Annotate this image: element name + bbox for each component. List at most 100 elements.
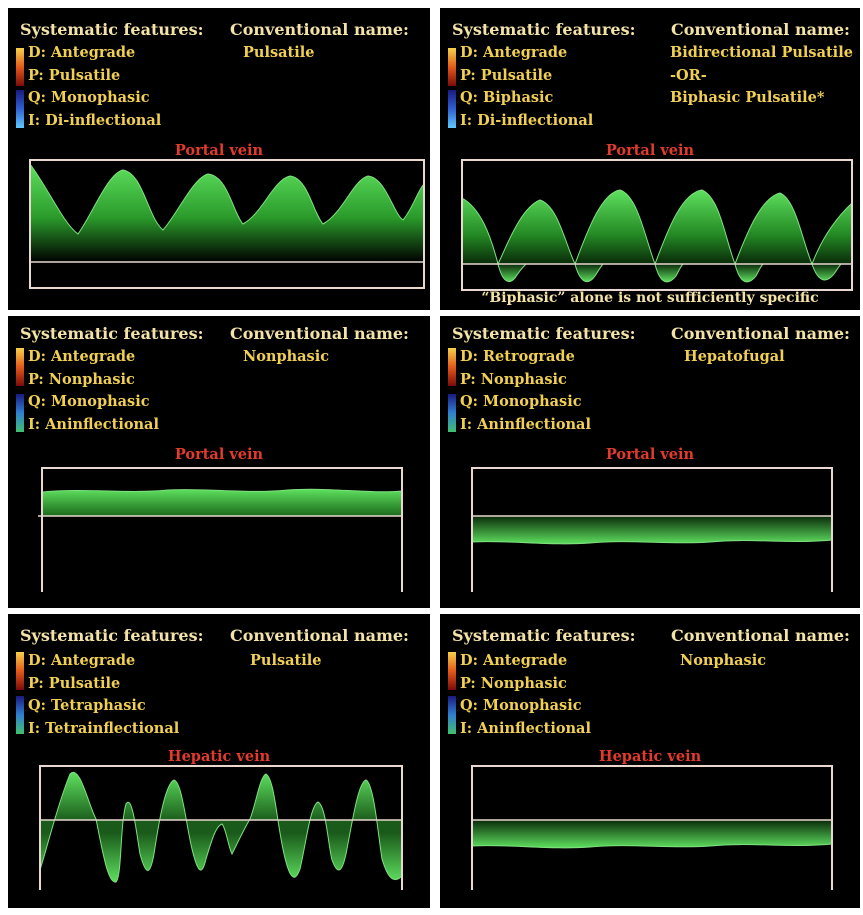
feature-phasicity: Q: Monophasic	[460, 393, 582, 410]
panel-portal-pulsatile: Systematic features: Conventional name: …	[8, 8, 430, 310]
conventional-name: Pulsatile	[250, 650, 321, 673]
systematic-features-heading: Systematic features:	[20, 324, 204, 343]
features-list: D: Antegrade P: Pulsatile Q: Tetraphasic…	[28, 650, 179, 740]
waveform-trace	[39, 771, 403, 883]
features-list: D: Antegrade P: Pulsatile Q: Monophasic …	[28, 42, 161, 132]
waveform-trace	[41, 488, 403, 517]
waveform-retrograde	[497, 263, 843, 283]
vessel-title: Portal vein	[174, 446, 264, 463]
waveform-plot	[38, 467, 403, 592]
waveform-plot	[471, 765, 833, 890]
feature-phasicity: Q: Monophasic	[28, 393, 150, 410]
feature-pulsatility: P: Pulsatile	[28, 674, 121, 692]
vessel-title: Portal vein	[605, 142, 695, 159]
waveform-trace	[461, 189, 853, 266]
conventional-name-heading: Conventional name:	[671, 324, 850, 343]
feature-direction: D: Antegrade	[28, 652, 136, 669]
systematic-features-heading: Systematic features:	[452, 20, 636, 39]
feature-inflection: I: Aninflectional	[460, 719, 591, 737]
conventional-name-heading: Conventional name:	[230, 20, 409, 39]
systematic-features-heading: Systematic features:	[20, 20, 204, 39]
plot-frame	[29, 159, 425, 289]
feature-direction: D: Antegrade	[460, 652, 568, 669]
waveform-plot	[29, 159, 425, 289]
vessel-title: Portal vein	[174, 142, 264, 159]
feature-phasicity: Q: Tetraphasic	[28, 697, 146, 714]
features-list: D: Retrograde P: Nonphasic Q: Monophasic…	[460, 346, 591, 436]
color-scale-bar	[16, 90, 24, 128]
vessel-title: Hepatic vein	[598, 748, 702, 765]
color-scale-bar	[448, 652, 456, 690]
conventional-name-heading: Conventional name:	[230, 324, 409, 343]
feature-direction: D: Retrograde	[460, 348, 575, 365]
panel-portal-nonphasic: Systematic features: Conventional name: …	[8, 316, 430, 608]
plot-frame	[471, 467, 833, 592]
color-scale-bar	[16, 696, 24, 734]
feature-inflection: I: Di-inflectional	[460, 111, 594, 129]
feature-pulsatility: P: Nonphasic	[460, 674, 567, 692]
color-scale-bar	[448, 394, 456, 432]
vessel-title: Hepatic vein	[167, 748, 271, 765]
color-scale-bar	[448, 48, 456, 86]
conventional-name: Nonphasic	[243, 346, 329, 369]
plot-frame	[461, 159, 853, 291]
feature-inflection: I: Aninflectional	[460, 415, 591, 433]
conventional-name: Hepatofugal	[684, 346, 785, 369]
waveform-trace	[471, 819, 833, 849]
systematic-features-heading: Systematic features:	[452, 626, 636, 645]
conventional-name-heading: Conventional name:	[671, 626, 850, 645]
feature-inflection: I: Aninflectional	[28, 415, 159, 433]
color-scale-bar	[448, 90, 456, 128]
conventional-name-line: -OR-	[670, 66, 707, 84]
panel-portal-hepatofugal: Systematic features: Conventional name: …	[440, 316, 860, 608]
conventional-name-line: Nonphasic	[243, 348, 330, 365]
color-scale-bar	[16, 48, 24, 86]
waveform-trace	[29, 162, 425, 263]
panel-hepatic-pulsatile: Systematic features: Conventional name: …	[8, 614, 430, 908]
conventional-name-line: Biphasic Pulsatile*	[670, 89, 825, 106]
feature-pulsatility: P: Pulsatile	[28, 66, 121, 84]
systematic-features-heading: Systematic features:	[452, 324, 636, 343]
color-scale-bar	[16, 652, 24, 690]
waveform-plot	[461, 159, 853, 291]
waveform-plot	[471, 467, 833, 592]
conventional-name: Nonphasic	[680, 650, 766, 673]
feature-inflection: I: Tetrainflectional	[28, 719, 180, 737]
color-scale-bar	[16, 348, 24, 386]
vessel-title: Portal vein	[605, 446, 695, 463]
plot-frame	[471, 765, 833, 890]
features-list: D: Antegrade P: Nonphasic Q: Monophasic …	[460, 650, 591, 740]
footnote: “Biphasic” alone is not sufficiently spe…	[481, 290, 819, 306]
features-list: D: Antegrade P: Pulsatile Q: Biphasic I:…	[460, 42, 593, 132]
feature-phasicity: Q: Monophasic	[28, 89, 150, 106]
conventional-name-heading: Conventional name:	[230, 626, 409, 645]
conventional-name-line: Pulsatile	[250, 652, 322, 669]
conventional-name-line: Bidirectional Pulsatile	[670, 44, 853, 61]
plot-frame	[41, 467, 403, 592]
systematic-features-heading: Systematic features:	[20, 626, 204, 645]
color-scale-bar	[448, 696, 456, 734]
conventional-name-line: Nonphasic	[680, 652, 767, 669]
color-scale-bar	[16, 394, 24, 432]
waveform-trace	[471, 515, 833, 545]
features-list: D: Antegrade P: Nonphasic Q: Monophasic …	[28, 346, 159, 436]
feature-pulsatility: P: Pulsatile	[460, 66, 553, 84]
conventional-name: Bidirectional Pulsatile -OR- Biphasic Pu…	[670, 42, 853, 110]
conventional-name-line: Pulsatile	[243, 44, 315, 61]
conventional-name: Pulsatile	[243, 42, 314, 65]
panel-hepatic-nonphasic: Systematic features: Conventional name: …	[440, 614, 860, 908]
feature-inflection: I: Di-inflectional	[28, 111, 162, 129]
feature-pulsatility: P: Nonphasic	[28, 370, 135, 388]
feature-phasicity: Q: Biphasic	[460, 89, 554, 106]
feature-pulsatility: P: Nonphasic	[460, 370, 567, 388]
panel-portal-bidirectional: Systematic features: Conventional name: …	[440, 8, 860, 310]
conventional-name-line: Hepatofugal	[684, 348, 785, 365]
feature-direction: D: Antegrade	[28, 348, 136, 365]
feature-direction: D: Antegrade	[28, 44, 136, 61]
feature-direction: D: Antegrade	[460, 44, 568, 61]
conventional-name-heading: Conventional name:	[671, 20, 850, 39]
feature-phasicity: Q: Monophasic	[460, 697, 582, 714]
plot-frame	[39, 765, 403, 890]
waveform-plot	[39, 765, 403, 890]
